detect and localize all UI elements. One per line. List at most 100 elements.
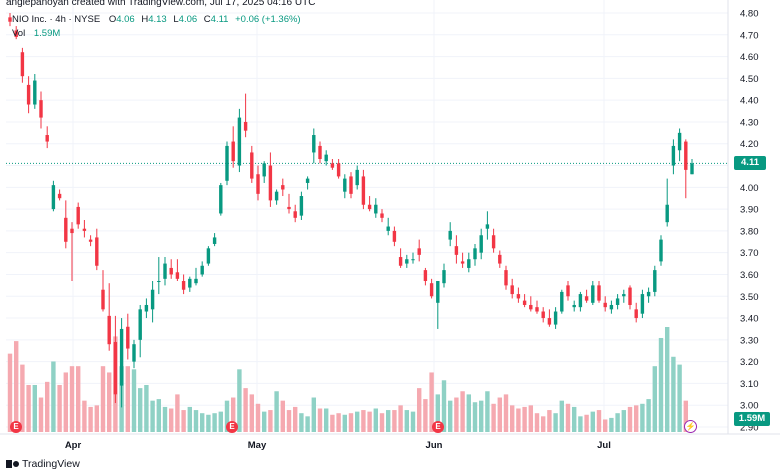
candle-body: [95, 237, 99, 266]
candle-body: [591, 285, 595, 303]
volume-bar: [181, 410, 186, 432]
volume-bar: [491, 403, 496, 432]
price-tick-label: 3.10: [740, 379, 759, 390]
price-axis[interactable]: 4.80 4.70 4.60 4.50 4.40 4.30 4.20 4.00 3.90 3.80…: [740, 9, 759, 434]
volume-bar: [410, 411, 416, 432]
candle-body: [113, 342, 118, 395]
volume-bar: [94, 405, 100, 432]
volume-bar: [137, 388, 143, 432]
time-tick-label: Jun: [426, 440, 443, 451]
candle-body: [628, 287, 632, 305]
candle-body: [659, 239, 663, 262]
price-tick-label: 3.20: [740, 357, 759, 368]
candle-body: [355, 169, 359, 186]
candle-body: [405, 259, 409, 264]
volume-bar: [323, 408, 329, 432]
time-tick-label: May: [248, 440, 267, 451]
volume-bar: [336, 413, 341, 432]
chart-legend: NIO Inc. · 4h · NYSE O4.06 H4.13 L4.06 C…: [12, 13, 301, 41]
candle-body: [622, 294, 626, 297]
candle-body: [82, 228, 87, 231]
candle-body: [26, 84, 31, 105]
volume-bar: [441, 380, 447, 432]
volume-bar: [193, 410, 199, 432]
volume-bar: [664, 327, 670, 432]
candle-body: [14, 30, 18, 37]
earnings-marker-1[interactable]: E: [10, 421, 22, 433]
candle-body: [262, 163, 266, 177]
candle-body: [361, 176, 366, 205]
low-value: L4.06: [173, 14, 198, 25]
candle-body: [566, 285, 570, 297]
volume-bar: [454, 397, 459, 432]
candle-body: [70, 228, 74, 234]
candle-body: [324, 154, 328, 162]
volume-bar: [261, 411, 267, 432]
earnings-marker-2[interactable]: E: [226, 421, 238, 433]
volume-bar: [144, 384, 149, 432]
volume-bar: [497, 397, 503, 432]
candle-body: [250, 152, 254, 179]
price-tick-label: 3.70: [740, 248, 759, 259]
candle-body: [200, 265, 204, 275]
price-tick-label: 3.60: [740, 270, 759, 281]
price-tick-label: 3.30: [740, 335, 759, 346]
volume-bar: [584, 414, 589, 432]
volume-bar: [69, 366, 75, 432]
volume-bar: [361, 410, 366, 432]
volume-bar: [268, 410, 273, 432]
volume-bar: [478, 400, 484, 432]
volume-bar: [677, 364, 682, 432]
volume-bar: [602, 419, 608, 432]
candle-body: [529, 304, 533, 310]
price-tick-label: 3.80: [740, 226, 759, 237]
volume-bar: [516, 408, 521, 432]
candle-body: [237, 117, 242, 166]
volume-bar: [540, 416, 546, 432]
volume-bar: [503, 394, 509, 432]
candle-body: [516, 294, 521, 299]
candle-body: [448, 230, 452, 240]
volume-label[interactable]: Vol: [12, 28, 26, 39]
symbol-label[interactable]: NIO Inc. · 4h · NYSE: [12, 14, 101, 25]
time-axis[interactable]: Apr May Jun Jul: [65, 440, 611, 451]
chart-grid: [0, 0, 780, 435]
volume-bar: [106, 372, 112, 432]
candle-body: [101, 289, 105, 310]
volume-bar: [435, 394, 441, 432]
volume-bar: [416, 388, 422, 432]
candle-body: [33, 80, 37, 105]
candle-body: [243, 121, 248, 131]
price-tick-label: 4.40: [740, 96, 759, 107]
candle-body: [578, 294, 583, 308]
candle-body: [398, 257, 403, 266]
candle-body: [634, 309, 638, 319]
volume-bar: [615, 413, 620, 432]
earnings-marker-3[interactable]: E: [432, 421, 444, 433]
open-value: O4.06: [108, 14, 135, 25]
change-value: +0.06 (+1.36%): [235, 14, 301, 25]
volume-bar: [230, 397, 236, 432]
volume-bar: [627, 406, 633, 432]
candle-body: [144, 304, 149, 312]
last-volume-tag: 1.59M: [734, 412, 770, 426]
volume-bar: [646, 399, 651, 432]
volume-bar: [447, 400, 453, 432]
volume-bar: [633, 405, 639, 432]
candle-body: [367, 204, 372, 210]
candle-body: [212, 237, 217, 244]
volume-bar: [621, 410, 627, 432]
candle-body: [504, 270, 508, 286]
volume-bar: [243, 388, 248, 432]
volume-bar: [658, 337, 664, 432]
volume-bar: [187, 406, 193, 432]
dividend-lightning-icon[interactable]: ⚡: [684, 420, 697, 433]
candle-body: [206, 248, 211, 264]
candle-body: [163, 263, 167, 279]
volume-bar: [590, 411, 596, 432]
volume-bar: [7, 353, 13, 432]
price-tick-label: 3.00: [740, 401, 759, 412]
volume-bar: [199, 413, 205, 432]
candle-body: [535, 307, 539, 312]
